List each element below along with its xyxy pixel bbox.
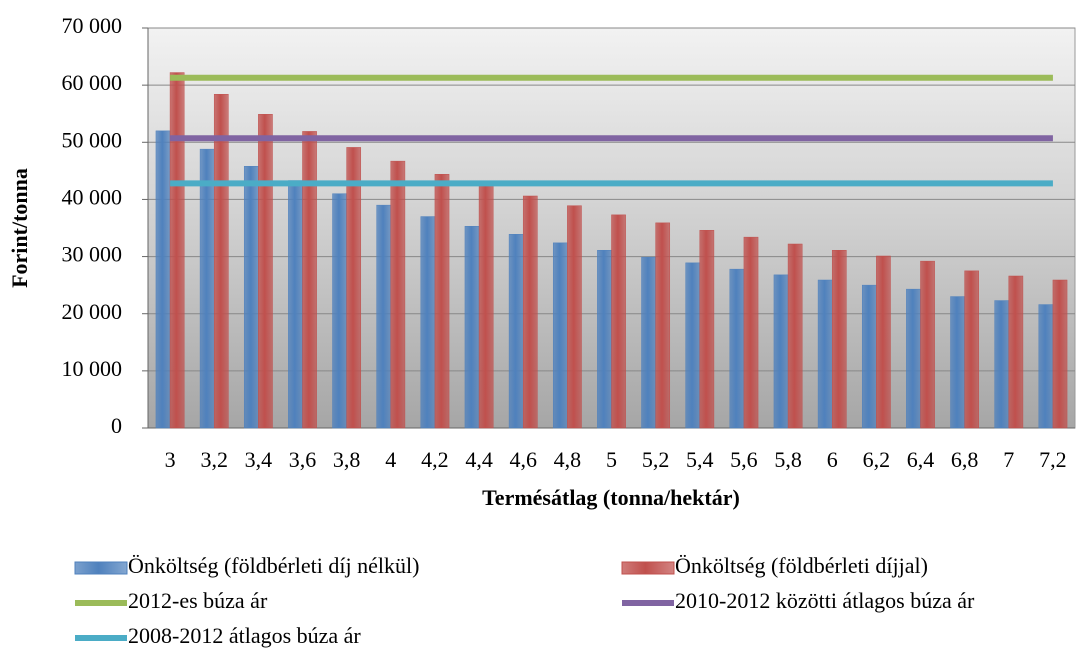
bar [522,195,538,429]
bar [155,130,171,429]
bar [376,204,392,429]
y-tick-label: 20 000 [62,299,123,324]
x-tick-label: 6,2 [863,447,891,472]
bar [434,174,450,429]
legend-swatch [74,561,128,575]
y-tick-label: 30 000 [62,242,123,267]
y-tick-label: 10 000 [62,356,123,381]
x-tick-label: 6 [827,447,838,472]
bar [552,242,568,429]
bar [831,250,847,429]
bar [258,114,273,429]
bar [464,226,480,429]
x-tick-label: 5,2 [642,447,670,472]
bar [332,193,347,429]
x-tick-label: 3,8 [333,447,361,472]
bar [508,234,524,429]
x-tick-label: 5,6 [730,447,758,472]
x-tick-label: 5,8 [774,447,802,472]
x-tick-label: 3,2 [200,447,228,472]
bar [729,268,745,429]
x-axis-title: Termésátlag (tonna/hektár) [482,485,740,510]
bar [743,236,759,429]
x-tick-label: 4,6 [509,447,537,472]
x-tick-label: 4,2 [421,447,449,472]
bar [655,222,671,429]
bar [243,166,259,429]
x-tick-label: 5,4 [686,447,714,472]
y-tick-label: 40 000 [62,184,123,209]
bar [390,160,406,429]
bar [920,260,935,429]
bar [876,255,891,429]
legend-swatch [621,561,675,575]
bar [213,94,229,429]
y-tick-label: 70 000 [62,13,123,38]
bar [420,216,436,429]
bar [611,214,626,429]
bar [950,296,965,429]
legend-label: 2010-2012 közötti átlagos búza ár [675,588,975,613]
x-tick-label: 7,2 [1039,447,1067,472]
bar [1038,304,1054,429]
bar [699,230,715,429]
bar [817,279,833,429]
bar [478,185,494,429]
bar [861,284,877,429]
bar [302,131,317,429]
bar [288,180,303,429]
x-tick-label: 6,8 [951,447,979,472]
bar [906,288,921,429]
legend-label: Önköltség (földbérleti díjjal) [675,553,928,578]
legend-label: 2008-2012 átlagos búza ár [128,623,361,648]
bar [773,274,789,429]
bar [199,148,215,429]
x-tick-label: 3,4 [245,447,273,472]
bar [169,72,185,429]
x-tick-label: 4,4 [465,447,493,472]
bar [567,205,582,429]
bar [1052,279,1068,429]
bar [597,250,612,429]
x-tick-label: 4,8 [554,447,582,472]
bar [964,270,980,429]
bar [787,243,803,429]
x-tick-label: 3 [165,447,176,472]
y-axis-title: Forint/tonna [7,168,32,288]
x-tick-label: 3,6 [289,447,317,472]
bar [1008,275,1024,429]
x-tick-label: 7 [1003,447,1014,472]
bar [346,147,362,429]
x-tick-label: 5 [606,447,617,472]
bar [685,262,701,429]
bar [994,300,1010,429]
legend-label: 2012-es búza ár [128,588,268,613]
y-tick-label: 50 000 [62,127,123,152]
y-tick-label: 60 000 [62,70,123,95]
bar [641,256,656,429]
y-tick-label: 0 [111,413,122,438]
x-tick-label: 4 [385,447,396,472]
legend-label: Önköltség (földbérleti díj nélkül) [128,553,419,578]
x-tick-label: 6,4 [907,447,935,472]
